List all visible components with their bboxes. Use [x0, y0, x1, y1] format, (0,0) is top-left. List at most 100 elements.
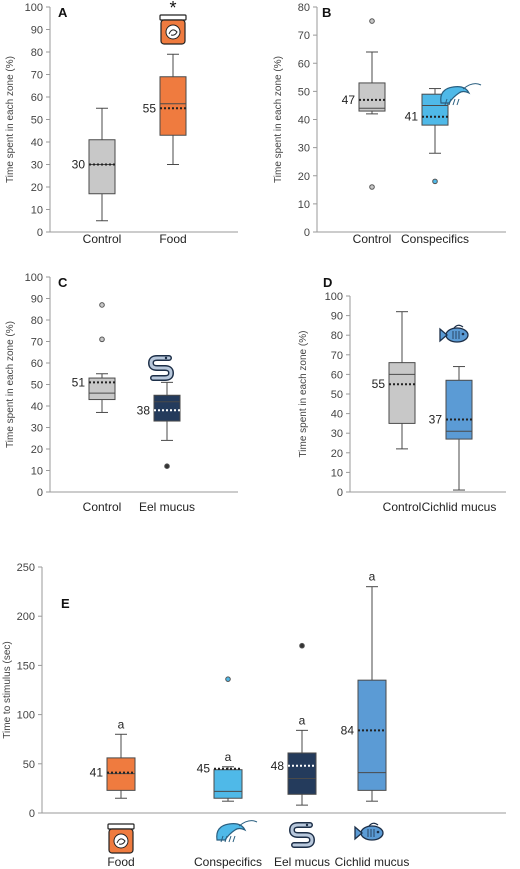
box-iqr	[88, 139, 116, 195]
y-tick-label: 0	[337, 487, 343, 499]
mean-label: 55	[143, 101, 157, 115]
category-label: Control	[83, 500, 122, 514]
shrimp-leg	[232, 835, 236, 843]
y-tick-label: 70	[331, 350, 343, 362]
shrimp-leg	[224, 835, 228, 843]
shrimp-leg	[444, 98, 448, 106]
significance-marker: *	[169, 0, 176, 18]
food-jar-icon	[107, 823, 135, 854]
box-iqr	[88, 377, 116, 401]
y-tick-label: 60	[31, 92, 43, 104]
shrimp-leg	[456, 98, 460, 106]
box-iqr	[357, 679, 387, 791]
y-tick-label: 60	[298, 58, 310, 70]
y-tick-label: 70	[298, 30, 310, 42]
box-iqr	[213, 769, 243, 799]
box-food: 55 Food	[143, 14, 187, 246]
box-iqr	[159, 76, 187, 136]
category-label: Food	[107, 855, 134, 869]
y-tick-label: 30	[298, 143, 310, 155]
chart-panel-A: 0 10 20 30 40 50 60 70 80 90 100 Time spent in each…	[5, 0, 238, 246]
outlier-point	[99, 302, 105, 308]
y-tick-label: 90	[331, 311, 343, 323]
fish-fin	[453, 324, 464, 329]
group-letter: a	[369, 570, 376, 584]
box-iqr	[153, 394, 181, 422]
y-axis-label: Time to stimulus (sec)	[2, 641, 13, 738]
chart-panel-C: 0 10 20 30 40 50 60 70 80 90 100 Time spent in each…	[5, 272, 238, 514]
y-tick-label: 200	[17, 611, 35, 623]
y-tick-label: 0	[37, 487, 43, 499]
y-tick-label: 70	[31, 337, 43, 349]
shrimp-body	[216, 823, 247, 841]
shrimp-body	[440, 86, 471, 104]
category-label: Cichlid mucus	[422, 500, 497, 514]
group-letter: a	[118, 717, 125, 731]
y-tick-label: 50	[331, 389, 343, 401]
y-tick-label: 60	[31, 358, 43, 370]
eel-body	[290, 823, 314, 847]
category-label: Control	[353, 232, 392, 246]
y-tick-label: 50	[31, 115, 43, 127]
box-iqr	[388, 362, 416, 424]
y-tick-label: 40	[31, 401, 43, 413]
cichlid-fish-icon	[354, 822, 384, 841]
shrimp-leg	[228, 835, 232, 843]
y-tick-label: 0	[29, 808, 35, 820]
y-tick-label: 150	[17, 660, 35, 672]
category-label: Conspecifics	[401, 232, 469, 246]
panel-letter: D	[323, 275, 332, 290]
y-tick-label: 0	[37, 227, 43, 239]
panel-letter: C	[58, 275, 68, 290]
y-tick-label: 100	[325, 291, 343, 303]
box-iqr	[287, 752, 317, 795]
outlier-point	[164, 463, 170, 470]
y-tick-label: 30	[31, 160, 43, 172]
y-tick-label: 50	[23, 759, 35, 771]
chart-panel-D: 0 10 20 30 40 50 60 70 80 90 100 Time spent in each…	[298, 275, 506, 514]
y-tick-label: 10	[31, 205, 43, 217]
y-tick-label: 30	[331, 428, 343, 440]
jar-shrimp	[168, 29, 178, 36]
y-tick-label: 100	[25, 2, 43, 14]
box-conspecifics: 45 a Conspecifics	[194, 676, 262, 869]
y-tick-label: 10	[298, 199, 310, 211]
chart-panel-E: 0 50 100 150 200 250 Time to stimulus (sec) E 41…	[2, 562, 506, 869]
fish-eye	[376, 830, 380, 834]
shrimp-antenna	[462, 83, 482, 90]
y-tick-label: 50	[298, 86, 310, 98]
jar-label	[113, 833, 129, 849]
food-jar-icon	[159, 14, 187, 45]
y-tick-label: 80	[298, 2, 310, 14]
box-iqr	[445, 379, 473, 440]
shrimp-leg	[220, 835, 224, 843]
y-axis-label: Time spent in each zone (%)	[5, 321, 16, 448]
box-control: 55 Control	[372, 311, 421, 514]
box-eel-mucus: 38 Eel mucus	[137, 355, 195, 514]
mean-label: 41	[405, 110, 419, 124]
outlier-point	[369, 18, 375, 24]
box-cichlid-mucus: 37 Cichlid mucus	[422, 324, 497, 514]
jar-shrimp	[116, 838, 126, 845]
y-tick-label: 10	[331, 467, 343, 479]
mean-label: 51	[72, 375, 86, 389]
panel-letter: A	[58, 5, 68, 20]
outlier-point	[432, 178, 438, 185]
group-letter: a	[299, 713, 306, 727]
shrimp-icon	[216, 820, 258, 843]
panel-letter: B	[322, 5, 331, 20]
eel-body	[149, 356, 173, 380]
y-tick-label: 20	[331, 448, 343, 460]
box-iqr	[358, 82, 386, 112]
category-label: Eel mucus	[139, 500, 195, 514]
fish-eye	[461, 332, 465, 336]
y-tick-label: 20	[31, 182, 43, 194]
y-tick-label: 100	[25, 272, 43, 284]
chart-panel-B: 0 10 20 30 40 50 60 70 80 Time spent in each zone…	[273, 2, 506, 246]
shrimp-leg	[452, 98, 456, 106]
y-tick-label: 50	[31, 380, 43, 392]
eel-icon	[288, 822, 316, 848]
outlier-point	[369, 184, 375, 190]
outlier-point	[225, 676, 231, 682]
y-tick-label: 250	[17, 562, 35, 574]
